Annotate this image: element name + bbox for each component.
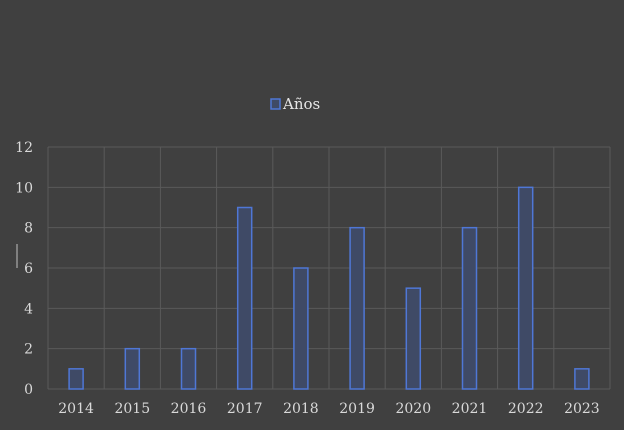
x-tick-label: 2014	[58, 401, 94, 417]
x-tick-label: 2020	[395, 401, 431, 417]
y-tick-label: 8	[24, 221, 33, 237]
x-tick-label: 2019	[339, 401, 375, 417]
bar-2023	[574, 368, 590, 390]
bar-2015	[124, 347, 141, 390]
x-tick-label: 2022	[508, 401, 544, 417]
legend-label: Años	[282, 95, 320, 113]
x-tick-label: 2018	[283, 401, 319, 417]
bar-2021	[461, 226, 478, 390]
bar-2014	[68, 368, 84, 390]
y-tick-label: 12	[15, 140, 33, 156]
y-tick-label: 6	[24, 261, 33, 277]
x-tick-label: 2021	[452, 401, 488, 417]
y-tick-label: 2	[24, 342, 33, 358]
x-tick-label: 2015	[114, 401, 150, 417]
legend: Años	[270, 95, 320, 113]
legend-swatch	[270, 98, 281, 110]
bars	[68, 186, 590, 390]
bar-2018	[293, 267, 309, 390]
bar-2020	[405, 287, 422, 390]
bar-2022	[517, 186, 534, 390]
y-tick-label: 10	[15, 180, 33, 196]
bar-2016	[180, 347, 197, 390]
bar-2017	[236, 206, 253, 390]
gridlines	[47, 146, 611, 390]
bar-2019	[349, 226, 365, 390]
y-axis: 0 2 4 6 8 10 12	[15, 140, 33, 398]
x-axis: 2014 2015 2016 2017 2018 2019 2020 2021 2022 2023	[58, 401, 599, 417]
y-tick-label: 0	[24, 382, 33, 398]
x-tick-label: 2017	[227, 401, 263, 417]
x-tick-label: 2023	[564, 401, 600, 417]
y-tick-label: 4	[24, 301, 33, 317]
x-tick-label: 2016	[171, 401, 207, 417]
